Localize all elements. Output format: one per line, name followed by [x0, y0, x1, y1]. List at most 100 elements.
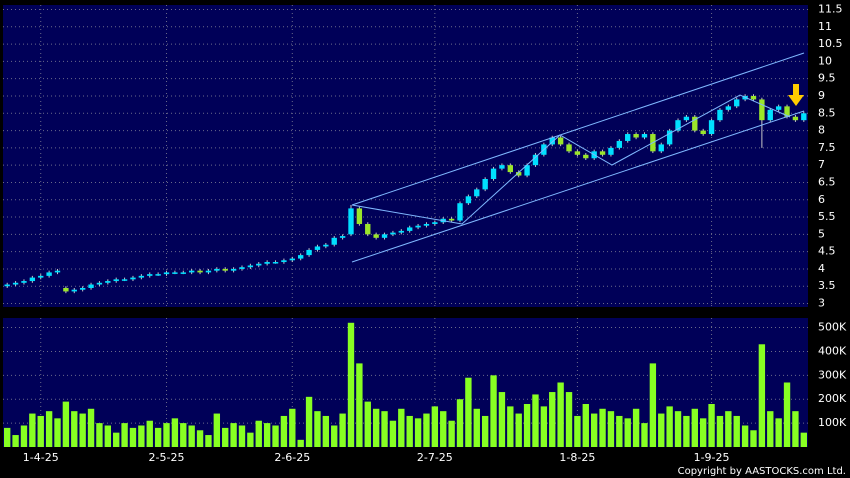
volume-bar: [71, 411, 78, 447]
candle-body: [398, 230, 404, 233]
candle-body: [306, 249, 312, 256]
candle-body: [792, 116, 799, 121]
volume-bar: [590, 413, 598, 447]
y-tick-label: 10.5: [818, 37, 843, 50]
volume-bar: [624, 418, 631, 447]
x-tick-label: 1-9-25: [694, 451, 730, 464]
volume-bar: [87, 408, 95, 447]
candle-body: [331, 237, 337, 245]
candle-body: [21, 281, 27, 283]
volume-bar: [448, 420, 455, 447]
candle-body: [532, 154, 539, 166]
volume-bar: [532, 394, 539, 447]
candle-body: [700, 130, 706, 135]
y-tick-label: 9: [818, 89, 825, 102]
candle-body: [490, 168, 497, 180]
volume-bar: [263, 423, 271, 447]
volume-bar: [775, 418, 782, 447]
volume-bar: [456, 399, 464, 447]
volume-bar: [255, 420, 262, 447]
volume-bar: [507, 406, 514, 447]
candle-body: [12, 282, 19, 285]
candle-body: [54, 270, 61, 273]
volume-bar: [138, 425, 145, 447]
candle-body: [239, 267, 245, 269]
candle-body: [214, 268, 220, 271]
candle-body: [71, 289, 77, 292]
candle-body: [356, 208, 363, 224]
candle-body: [415, 225, 421, 228]
candle-body: [566, 144, 572, 152]
volume-bar: [708, 404, 715, 447]
y-tick-label: 200K: [818, 392, 847, 405]
y-tick-label: 6: [818, 193, 825, 206]
candle-body: [147, 274, 153, 276]
candle-body: [608, 147, 614, 155]
candle-body: [717, 109, 723, 121]
y-tick-label: 4.5: [818, 245, 836, 258]
candle-body: [138, 275, 145, 278]
volume-bar: [146, 420, 153, 447]
volume-bar: [96, 423, 103, 447]
candle-body: [88, 284, 94, 288]
volume-bar: [104, 425, 112, 447]
candle-body: [557, 137, 564, 145]
volume-bar: [767, 411, 774, 447]
y-tick-label: 300K: [818, 368, 847, 381]
candle-body: [734, 99, 740, 107]
volume-bar: [121, 423, 128, 447]
candle-body: [767, 109, 773, 121]
volume-bar: [247, 432, 254, 447]
volume-bar: [45, 411, 53, 447]
candle-body: [390, 232, 396, 235]
volume-bar: [29, 413, 36, 447]
x-tick-label: 2-6-25: [274, 451, 310, 464]
volume-bar: [440, 411, 447, 447]
candle-body: [574, 151, 581, 155]
y-tick-label: 6.5: [818, 175, 836, 188]
candle-body: [482, 179, 488, 190]
candle-body: [29, 277, 36, 282]
volume-bar: [322, 415, 330, 447]
candle-body: [658, 144, 664, 152]
volume-bar: [314, 411, 321, 447]
volume-bar: [163, 423, 170, 447]
candle-body: [633, 134, 639, 138]
candle-body: [96, 282, 103, 285]
y-tick-label: 3.5: [818, 279, 836, 292]
candle-body: [516, 172, 522, 176]
volume-bar: [481, 415, 489, 447]
x-tick-label: 2-7-25: [417, 451, 453, 464]
candle-body: [725, 106, 732, 110]
y-tick-label: 5: [818, 227, 825, 240]
candle-body: [507, 165, 514, 173]
candle-body: [314, 246, 321, 250]
candle-body: [281, 260, 287, 263]
y-tick-label: 11.5: [818, 2, 843, 15]
volume-bar: [280, 415, 288, 447]
candle-body: [105, 281, 111, 283]
candle-body: [625, 134, 631, 141]
candle-body: [46, 272, 52, 276]
candle-body: [465, 196, 472, 204]
candle-body: [4, 284, 10, 287]
volume-bar: [196, 430, 204, 447]
y-tick-label: 8: [818, 124, 825, 137]
candle-body: [230, 268, 237, 271]
volume-bar: [733, 415, 740, 447]
candle-body: [616, 140, 623, 148]
volume-bar: [465, 377, 472, 447]
volume-bar: [540, 406, 548, 447]
candle-body: [188, 270, 195, 273]
candle-body: [323, 244, 329, 247]
candle-body: [692, 116, 698, 131]
candle-body: [801, 113, 807, 121]
volume-bar: [674, 411, 682, 447]
volume-bar: [364, 401, 371, 447]
volume-bar: [699, 418, 707, 447]
y-tick-label: 11: [818, 20, 832, 33]
volume-bar: [750, 430, 757, 447]
volume-bar: [641, 423, 648, 447]
candle-body: [784, 106, 790, 117]
volume-bar: [783, 382, 791, 447]
